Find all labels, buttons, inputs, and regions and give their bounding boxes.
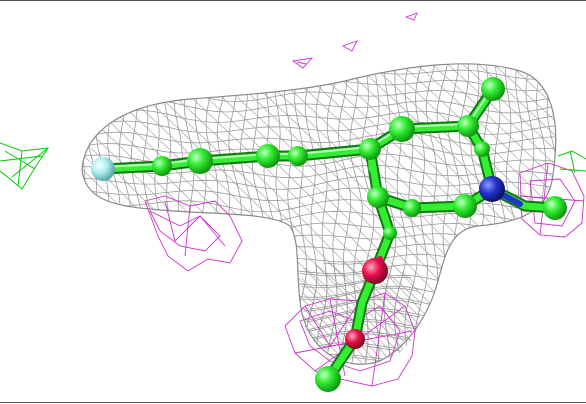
mesh-line	[355, 63, 556, 365]
mesh-line	[82, 63, 148, 365]
oxygen-atom[interactable]	[362, 258, 388, 284]
mesh-line	[141, 63, 155, 365]
mesh-line	[300, 261, 399, 362]
carbon-atom[interactable]	[256, 144, 280, 168]
mesh-line	[300, 261, 308, 362]
ligand-atoms	[91, 77, 567, 392]
mesh-line	[82, 63, 379, 365]
mesh-line	[406, 261, 421, 362]
mesh-line	[82, 63, 86, 365]
carbon-atom[interactable]	[187, 148, 213, 174]
positive-difference-density-mesh	[0, 142, 586, 190]
mesh-line	[162, 63, 176, 365]
mesh-line	[300, 261, 383, 362]
mesh-line	[284, 251, 296, 371]
carbon-atom[interactable]	[152, 156, 172, 176]
mesh-line	[107, 63, 121, 365]
carbon-atom[interactable]	[367, 186, 389, 208]
carbon-atom[interactable]	[481, 77, 505, 101]
mesh-line	[436, 63, 449, 365]
mesh-line	[401, 63, 556, 365]
mesh-line	[504, 63, 518, 365]
mesh-line	[300, 355, 421, 362]
mesh-line	[82, 63, 102, 365]
mesh-line	[63, 51, 75, 375]
carbon-atom[interactable]	[288, 146, 308, 166]
mesh-line	[82, 63, 556, 70]
carbon-atom[interactable]	[389, 116, 415, 142]
mesh-line	[0, 51, 70, 381]
mesh-line	[82, 220, 556, 235]
mesh-line	[82, 63, 317, 365]
mesh-line	[463, 63, 556, 365]
mesh-line	[82, 63, 286, 365]
carbon-atom[interactable]	[453, 194, 477, 218]
mesh-line	[118, 63, 133, 365]
mesh-line	[300, 261, 306, 362]
nitrogen-atom[interactable]	[479, 176, 505, 202]
mesh-line	[82, 63, 163, 365]
carbon-atom[interactable]	[315, 366, 341, 392]
mesh-line	[82, 63, 117, 365]
oxygen-atom[interactable]	[345, 329, 365, 349]
mesh-line	[417, 63, 556, 365]
mesh-line	[437, 251, 567, 381]
mesh-line	[329, 261, 421, 362]
mesh-line	[70, 45, 562, 58]
mesh-line	[82, 63, 132, 365]
carbon-atom[interactable]	[474, 141, 490, 157]
mesh-line	[494, 63, 556, 365]
mesh-line	[82, 164, 556, 179]
mesh-line	[95, 63, 109, 365]
mesh-line	[82, 120, 556, 135]
mesh-line	[313, 261, 421, 362]
carbon-atom[interactable]	[359, 138, 381, 160]
carbon-atom[interactable]	[543, 196, 567, 220]
mesh-line	[82, 63, 348, 365]
mesh-line	[82, 63, 333, 365]
mesh-line	[272, 63, 287, 365]
mesh-line	[432, 63, 556, 365]
mesh-line	[93, 63, 425, 365]
mesh-line	[300, 261, 368, 362]
mesh-line	[344, 261, 421, 362]
mesh-line	[82, 353, 556, 365]
mesh-line	[82, 176, 556, 190]
mesh-line	[324, 63, 556, 365]
mesh-line	[82, 63, 86, 365]
negative-difference-density-mesh	[144, 12, 585, 387]
mesh-line	[309, 63, 556, 365]
mesh-line	[240, 63, 254, 365]
mesh-line	[82, 63, 240, 365]
mesh-line	[82, 63, 179, 365]
mesh-line	[300, 261, 421, 362]
mesh-line	[82, 210, 556, 224]
mesh-line	[82, 63, 256, 365]
mesh-line	[251, 63, 265, 365]
mesh-line	[82, 63, 194, 365]
mesh-line	[84, 63, 98, 365]
mesh-line	[300, 261, 322, 362]
mesh-line	[82, 63, 225, 365]
carbon-atom[interactable]	[403, 199, 421, 217]
mesh-line	[478, 63, 556, 365]
fluorine-atom[interactable]	[91, 157, 115, 181]
mesh-line	[300, 276, 421, 289]
carbon-atom[interactable]	[383, 226, 397, 240]
mesh-line	[160, 251, 290, 381]
mesh-line	[82, 63, 363, 365]
mesh-line	[130, 63, 144, 365]
mesh-line	[82, 199, 556, 213]
mesh-line	[340, 63, 556, 365]
mesh-line	[425, 63, 439, 365]
carbon-atom[interactable]	[457, 115, 479, 137]
mesh-line	[337, 63, 352, 365]
mesh-line	[386, 63, 556, 365]
